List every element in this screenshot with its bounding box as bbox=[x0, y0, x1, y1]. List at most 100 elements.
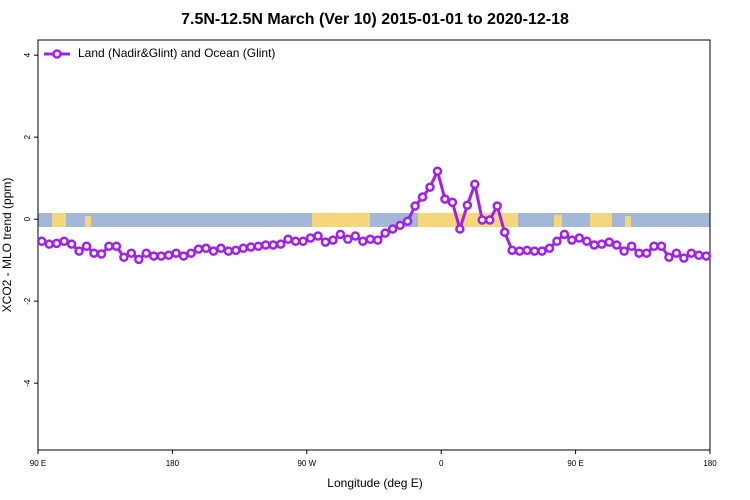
point bbox=[231, 245, 241, 256]
point bbox=[514, 246, 525, 256]
point bbox=[238, 243, 249, 254]
point bbox=[552, 236, 562, 247]
x-tick-label: 90 E bbox=[30, 459, 46, 468]
point bbox=[619, 246, 629, 256]
point bbox=[410, 201, 420, 211]
point bbox=[679, 253, 689, 263]
point bbox=[223, 246, 234, 256]
point bbox=[626, 241, 637, 251]
point bbox=[201, 243, 211, 254]
point bbox=[74, 246, 84, 256]
y-tick-label: 0 bbox=[23, 216, 32, 221]
point bbox=[141, 248, 152, 258]
point bbox=[246, 242, 256, 252]
point bbox=[604, 237, 614, 247]
y-tick-label: 2 bbox=[23, 134, 32, 139]
point bbox=[36, 236, 47, 247]
point bbox=[111, 241, 122, 251]
point bbox=[499, 227, 510, 238]
y-tick-label: 4 bbox=[23, 52, 32, 57]
point bbox=[275, 239, 286, 249]
point bbox=[193, 244, 204, 254]
point bbox=[649, 241, 659, 251]
point bbox=[119, 252, 129, 263]
point bbox=[582, 236, 592, 247]
point bbox=[290, 236, 301, 247]
point bbox=[96, 249, 107, 259]
point bbox=[440, 194, 450, 204]
point bbox=[186, 248, 196, 258]
point bbox=[51, 238, 62, 249]
y-tick-label: -2 bbox=[23, 297, 32, 305]
point bbox=[686, 248, 697, 258]
point bbox=[462, 200, 473, 210]
point bbox=[492, 201, 502, 211]
point bbox=[148, 251, 159, 261]
x-tick-label: 180 bbox=[703, 459, 717, 468]
x-tick-label: 180 bbox=[166, 459, 180, 468]
plot-frame bbox=[37, 39, 711, 451]
point bbox=[171, 248, 181, 258]
y-tick-label: -4 bbox=[23, 379, 32, 387]
point bbox=[529, 246, 540, 256]
point bbox=[208, 246, 219, 256]
point bbox=[313, 231, 323, 241]
point bbox=[283, 234, 293, 245]
point bbox=[634, 248, 644, 258]
point bbox=[365, 234, 376, 245]
point bbox=[664, 252, 674, 263]
point bbox=[320, 237, 331, 247]
point bbox=[589, 240, 600, 250]
point bbox=[126, 248, 137, 258]
point bbox=[134, 254, 144, 265]
x-tick-label: 90 W bbox=[297, 459, 316, 468]
point bbox=[395, 220, 405, 231]
point bbox=[260, 240, 271, 250]
point bbox=[89, 248, 99, 258]
point bbox=[470, 179, 480, 190]
point bbox=[559, 229, 570, 240]
point bbox=[567, 235, 577, 245]
point bbox=[484, 215, 495, 225]
x-tick-label: 0 bbox=[439, 459, 444, 468]
point bbox=[694, 250, 704, 260]
point bbox=[417, 192, 428, 202]
point bbox=[656, 241, 667, 251]
point bbox=[402, 216, 413, 226]
point bbox=[328, 235, 338, 245]
point bbox=[507, 245, 517, 256]
point bbox=[163, 250, 174, 260]
point bbox=[372, 235, 383, 245]
point bbox=[611, 240, 622, 250]
point bbox=[701, 251, 712, 261]
x-axis-label: Longitude (deg E) bbox=[327, 476, 422, 490]
point bbox=[432, 166, 443, 176]
point bbox=[537, 246, 547, 256]
point bbox=[477, 215, 488, 225]
point bbox=[178, 251, 189, 261]
point bbox=[104, 241, 114, 251]
legend: Land (Nadir&Glint) and Ocean (Glint) bbox=[44, 46, 275, 60]
point bbox=[596, 239, 607, 249]
point bbox=[216, 243, 226, 254]
point bbox=[425, 182, 435, 192]
point bbox=[66, 239, 77, 249]
point bbox=[522, 245, 532, 256]
point bbox=[671, 248, 682, 258]
point bbox=[253, 241, 264, 251]
legend-label: Land (Nadir&Glint) and Ocean (Glint) bbox=[78, 46, 275, 60]
x-tick-label: 90 E bbox=[567, 459, 583, 468]
point bbox=[380, 228, 390, 238]
point bbox=[350, 231, 361, 241]
point bbox=[268, 240, 278, 250]
point bbox=[641, 248, 652, 258]
point bbox=[447, 197, 458, 208]
point bbox=[455, 224, 465, 234]
legend-marker bbox=[52, 49, 62, 59]
map-strip bbox=[38, 213, 710, 227]
point bbox=[59, 236, 69, 247]
point bbox=[574, 233, 585, 243]
y-axis-label: XCO2 - MLO trend (ppm) bbox=[0, 178, 14, 313]
point bbox=[44, 239, 54, 249]
